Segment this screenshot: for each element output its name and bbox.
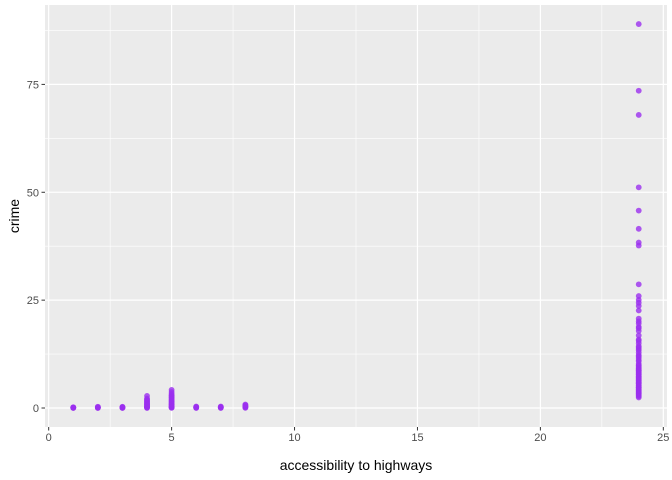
y-tick-label: 50 — [27, 187, 39, 199]
x-tick-label: 0 — [46, 432, 52, 444]
data-point — [94, 403, 101, 410]
data-point — [144, 393, 150, 399]
data-point — [635, 303, 642, 309]
data-point — [635, 184, 642, 191]
data-point — [635, 281, 642, 288]
data-point — [217, 403, 224, 410]
y-tick-label: 75 — [27, 79, 39, 91]
y-tick-label: 0 — [33, 403, 39, 415]
minor-gridlines — [45, 5, 667, 427]
x-tick-label: 5 — [169, 432, 175, 444]
data-point — [635, 242, 642, 249]
data-point — [635, 332, 642, 339]
data-point — [635, 225, 642, 232]
y-tick-label: 25 — [27, 295, 39, 307]
data-point — [168, 386, 175, 393]
y-axis-ticks: 0 25 50 75 — [27, 79, 45, 415]
x-tick-label: 25 — [657, 432, 669, 444]
data-point — [635, 307, 642, 314]
data-point — [635, 394, 642, 401]
data-point — [635, 112, 642, 118]
data-point — [70, 404, 77, 411]
data-point — [635, 87, 642, 94]
x-axis-title: accessibility to highways — [280, 457, 433, 473]
data-points — [70, 21, 642, 411]
x-tick-label: 10 — [288, 432, 300, 444]
data-point — [119, 403, 126, 410]
data-point — [635, 207, 642, 214]
x-axis-ticks: 0 5 10 15 20 25 — [46, 427, 669, 444]
data-point — [635, 21, 642, 27]
x-tick-label: 15 — [411, 432, 423, 444]
data-point — [242, 401, 249, 408]
data-point — [193, 403, 200, 410]
y-axis-title: crime — [6, 199, 22, 233]
x-tick-label: 20 — [534, 432, 546, 444]
data-point — [635, 328, 642, 334]
